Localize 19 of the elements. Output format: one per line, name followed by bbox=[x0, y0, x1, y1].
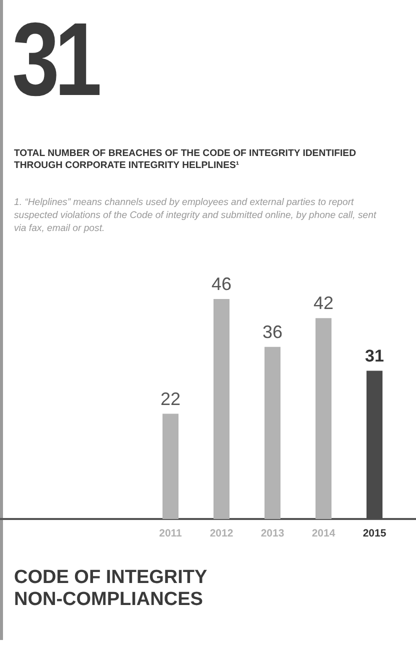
text: CODE OF INTEGRITY NON-COMPLIANCES bbox=[14, 567, 208, 611]
data-label: 22 bbox=[160, 388, 181, 409]
bar bbox=[214, 299, 230, 519]
bar bbox=[264, 346, 280, 519]
x-tick-label: 2015 bbox=[362, 528, 386, 540]
bar bbox=[366, 370, 382, 519]
x-tick-label: 2012 bbox=[210, 528, 234, 540]
x-tick-label: 2013 bbox=[260, 528, 284, 540]
data-label: 46 bbox=[211, 274, 232, 294]
chart-title: TOTAL NUMBER OF BREACHES OF THE CODE OF INTEGRITY IDENTIFIED THROUGH CORPORATE INTEGRITY HELPLINES¹ bbox=[14, 148, 358, 172]
x-tick-label: 2011 bbox=[159, 528, 182, 540]
chart-subtitle: 31 bbox=[12, 2, 98, 118]
bar bbox=[162, 414, 178, 519]
data-label: 36 bbox=[262, 322, 283, 342]
data-label: 31 bbox=[365, 346, 384, 366]
data-label: 42 bbox=[313, 293, 334, 314]
bar bbox=[316, 318, 332, 519]
text: 1. “Helplines” means channels used by employees and external parties to report suspected violations of the Code of integrity and submitted online, by phone call, sent via fax, email or post. bbox=[14, 196, 378, 235]
x-tick-label: 2014 bbox=[312, 528, 336, 540]
